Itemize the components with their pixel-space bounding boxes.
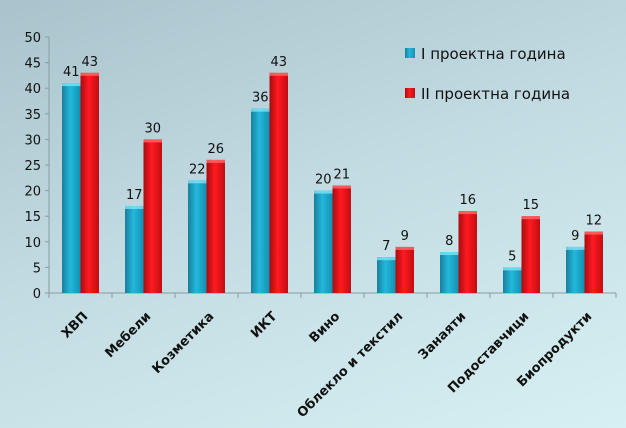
bar-top-highlight	[143, 139, 162, 143]
data-label: 36	[252, 91, 269, 106]
data-label: 41	[63, 65, 80, 80]
y-tick-label: 40	[24, 82, 41, 97]
bar-series1	[503, 267, 522, 293]
data-label: 9	[401, 229, 409, 244]
bar-series2	[521, 216, 540, 293]
y-tick-label: 20	[24, 185, 41, 200]
bar-top-highlight	[584, 231, 603, 235]
y-tick-label: 50	[24, 31, 41, 46]
bar-series1	[188, 180, 207, 293]
legend-swatch-1	[405, 48, 415, 58]
y-tick-label: 5	[33, 261, 41, 276]
data-label: 22	[189, 162, 206, 177]
legend-label-1: I проектна година	[421, 45, 566, 63]
bar-top-highlight	[314, 190, 333, 194]
bar-top-highlight	[395, 246, 414, 250]
data-label: 5	[508, 249, 516, 264]
data-label: 7	[382, 239, 390, 254]
data-label: 8	[445, 234, 453, 249]
bar-top-highlight	[377, 257, 396, 261]
bar-top-highlight	[503, 267, 522, 271]
x-category-label: Козметика	[150, 309, 218, 377]
bar-series1	[62, 83, 81, 293]
data-label: 21	[333, 167, 350, 182]
bar-series1	[566, 246, 585, 293]
data-label: 16	[459, 193, 476, 208]
data-label: 26	[207, 142, 224, 157]
bar-series2	[206, 159, 225, 293]
data-label: 43	[270, 55, 287, 70]
bar-series1	[125, 205, 144, 293]
bar-series2	[584, 231, 603, 293]
bar-series1	[251, 108, 270, 294]
x-category-label: ХВП	[59, 309, 91, 341]
bar-top-highlight	[188, 180, 207, 184]
bar-series2	[332, 185, 351, 293]
bar-top-highlight	[332, 185, 351, 189]
bar-series1	[314, 190, 333, 293]
bar-top-highlight	[80, 72, 99, 76]
bar-series1	[377, 257, 396, 293]
data-label: 17	[126, 188, 143, 203]
x-category-label: Занаяти	[416, 309, 470, 363]
legend-label-2: II проектна година	[421, 85, 570, 103]
bar-top-highlight	[251, 108, 270, 112]
bar-series1	[440, 252, 459, 293]
bar-top-highlight	[440, 252, 459, 256]
bar-top-highlight	[458, 211, 477, 215]
x-category-label: Вино	[307, 309, 344, 346]
data-label: 9	[571, 229, 579, 244]
y-tick-label: 10	[24, 236, 41, 251]
data-label: 12	[585, 214, 602, 229]
x-category-label: Мебели	[103, 309, 155, 361]
y-tick-label: 25	[24, 159, 41, 174]
bar-top-highlight	[62, 83, 81, 87]
bar-series2	[458, 211, 477, 293]
data-label: 30	[144, 121, 161, 136]
bar-series2	[269, 72, 288, 293]
x-category-label: Облекло и текстил	[295, 309, 407, 421]
x-category-label: ИКТ	[248, 309, 280, 341]
bar-series2	[80, 72, 99, 293]
data-label: 15	[522, 198, 539, 213]
legend-swatch-2	[405, 88, 415, 98]
bar-top-highlight	[269, 72, 288, 76]
data-label: 43	[81, 55, 98, 70]
bar-series2	[395, 246, 414, 293]
y-tick-label: 45	[24, 57, 41, 72]
bar-top-highlight	[125, 205, 144, 209]
y-tick-label: 15	[24, 210, 41, 225]
y-tick-label: 35	[24, 108, 41, 123]
bar-series2	[143, 139, 162, 293]
bar-top-highlight	[206, 159, 225, 163]
data-label: 20	[315, 173, 332, 188]
y-tick-label: 30	[24, 133, 41, 148]
bar-top-highlight	[566, 246, 585, 250]
bar-top-highlight	[521, 216, 540, 220]
y-tick-label: 0	[33, 287, 41, 302]
